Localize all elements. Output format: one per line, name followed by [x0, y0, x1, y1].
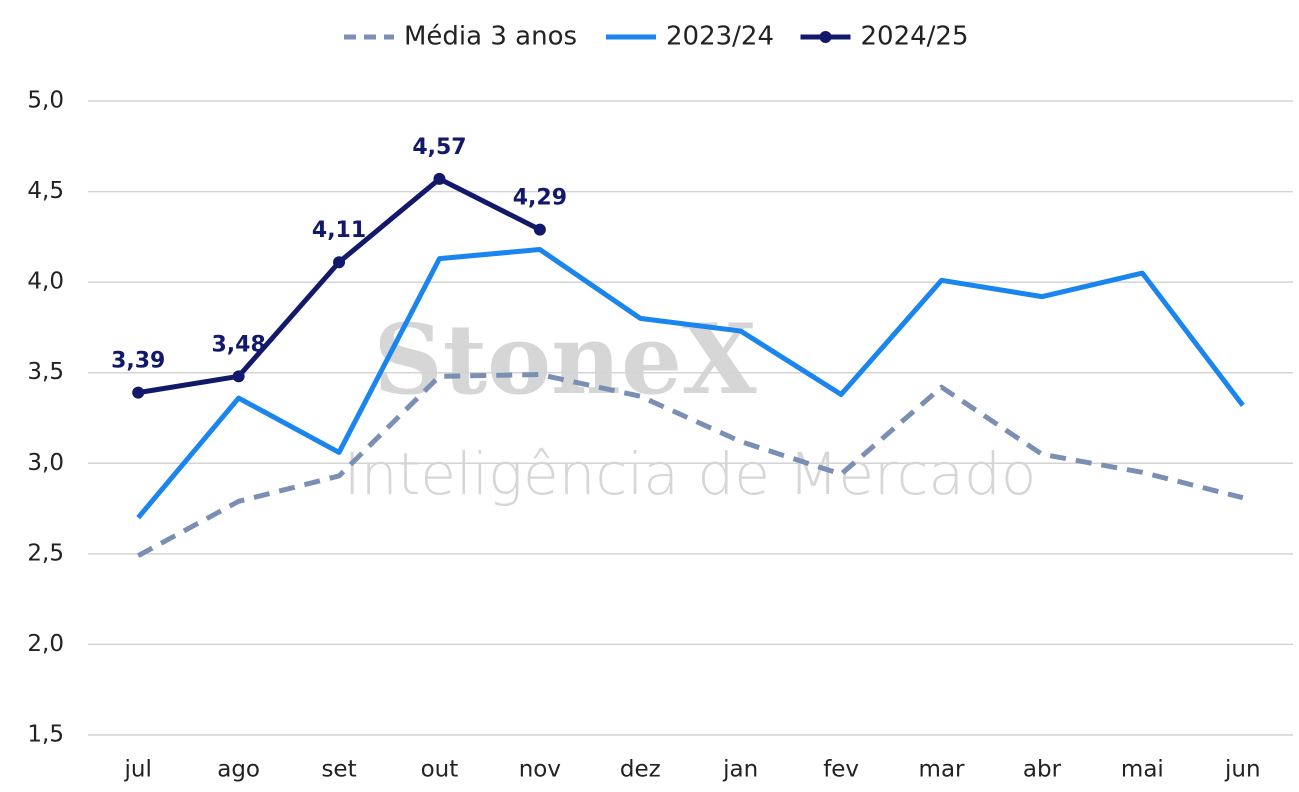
- y-tick-label: 4,5: [27, 178, 64, 204]
- series-line: [137, 372, 1244, 558]
- x-tick-label: out: [421, 757, 459, 783]
- x-tick-label: jun: [1224, 757, 1261, 783]
- legend-marker: [819, 31, 832, 43]
- x-tick-label: abr: [1023, 757, 1062, 783]
- y-tick-label: 2,0: [27, 631, 64, 657]
- y-tick-label: 4,0: [27, 269, 64, 295]
- legend-label: Média 3 anos: [404, 22, 577, 52]
- x-tick-label: dez: [620, 757, 661, 783]
- legend-label: 2023/24: [666, 22, 774, 52]
- x-tick-label: nov: [519, 757, 561, 783]
- series-line: [136, 247, 1245, 520]
- marker: [232, 370, 245, 383]
- x-tick-label: jan: [722, 757, 758, 783]
- marker: [533, 223, 546, 236]
- y-tick-label: 1,5: [27, 722, 64, 748]
- x-tick-label: mai: [1121, 757, 1164, 783]
- data-label: 3,39: [111, 349, 165, 374]
- y-tick-label: 2,5: [27, 540, 64, 566]
- data-label: 3,48: [211, 332, 265, 357]
- data-label: 4,11: [312, 218, 366, 243]
- watermark-brand: StoneX: [373, 303, 757, 416]
- data-label: 4,57: [412, 135, 466, 160]
- y-tick-label: 5,0: [27, 88, 64, 114]
- x-tick-label: fev: [823, 757, 859, 783]
- x-tick-label: set: [321, 757, 356, 783]
- watermark-tagline: Inteligência de Mercado: [344, 440, 1037, 508]
- data-label: 4,29: [513, 186, 567, 211]
- x-tick-label: ago: [217, 757, 260, 783]
- marker: [433, 172, 446, 185]
- legend-label: 2024/25: [861, 22, 969, 52]
- marker: [333, 256, 346, 269]
- x-tick-label: mar: [919, 757, 965, 783]
- y-tick-label: 3,0: [27, 450, 64, 476]
- y-tick-label: 3,5: [27, 359, 64, 385]
- marker: [132, 386, 145, 399]
- x-tick-label: jul: [124, 757, 152, 783]
